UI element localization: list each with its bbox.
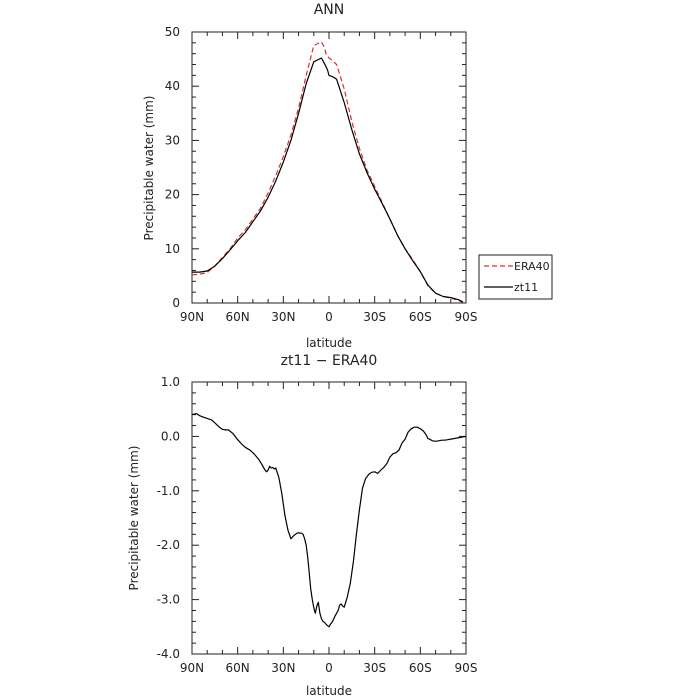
y-tick-label: -3.0 [157, 593, 180, 607]
top-y-axis-label: Precipitable water (mm) [142, 96, 156, 241]
y-tick-label: -1.0 [157, 484, 180, 498]
bottom-series-lines [191, 413, 467, 628]
series-line-difference [191, 413, 467, 628]
x-tick-label: 60N [226, 310, 250, 324]
y-tick-label: 0.0 [161, 429, 180, 443]
x-tick-label: 90N [180, 661, 204, 675]
bottom-chart-title: zt11 − ERA40 [281, 353, 378, 369]
plot-frame [191, 381, 467, 655]
x-tick-label: 60N [226, 661, 250, 675]
bottom-x-axis-label: latitude [306, 684, 352, 698]
y-tick-label: -2.0 [157, 538, 180, 552]
top-x-axis-label: latitude [306, 336, 352, 350]
legend-label-era40: ERA40 [514, 260, 550, 273]
x-tick-label: 90N [180, 310, 204, 324]
x-tick-label: 0 [325, 661, 333, 675]
x-tick-label: 30N [271, 661, 295, 675]
x-tick-label: 30S [363, 310, 386, 324]
x-tick-label: 0 [325, 310, 333, 324]
x-tick-label: 60S [409, 310, 432, 324]
bottom-y-axis-label: Precipitable water (mm) [127, 446, 141, 591]
legend-box [478, 254, 553, 300]
y-tick-label: 1.0 [161, 375, 180, 389]
x-tick-label: 90S [455, 661, 478, 675]
x-tick-label: 30N [271, 310, 295, 324]
series-line-era40 [191, 41, 464, 304]
bottom-axis-ticks: 90N 60N 30N 0 30S 60S 90S 1.0 0.0 -1.0 -2.0 -3.0 -4.… [157, 375, 478, 675]
series-line-zt11 [192, 57, 464, 303]
plot-frame [191, 31, 467, 304]
y-tick-label: 20 [165, 188, 180, 202]
y-tick-label: 10 [165, 242, 180, 256]
top-series-lines [191, 41, 464, 304]
top-chart-title: ANN [314, 2, 345, 18]
x-tick-label: 30S [363, 661, 386, 675]
legend: ERA40 zt11 [478, 254, 553, 300]
y-tick-label: 50 [165, 25, 180, 39]
x-tick-label: 60S [409, 661, 432, 675]
top-panel: ANN 90N 60N 30N 0 30S 60S 90S 0 10 20 30 40 50 latit… [142, 2, 553, 350]
x-tick-label: 90S [455, 310, 478, 324]
bottom-panel: zt11 − ERA40 90N 60N 30N 0 30S 60S 90S 1.0 0.0 -1… [127, 353, 477, 698]
y-tick-label: 40 [165, 79, 180, 93]
y-tick-label: 0 [172, 296, 180, 310]
top-plot-area [191, 31, 467, 304]
legend-label-zt11: zt11 [514, 281, 538, 294]
y-tick-label: -4.0 [157, 647, 180, 661]
bottom-plot-area [191, 381, 467, 655]
y-tick-label: 30 [165, 133, 180, 147]
top-axis-ticks: 90N 60N 30N 0 30S 60S 90S 0 10 20 30 40 50 [165, 25, 478, 324]
